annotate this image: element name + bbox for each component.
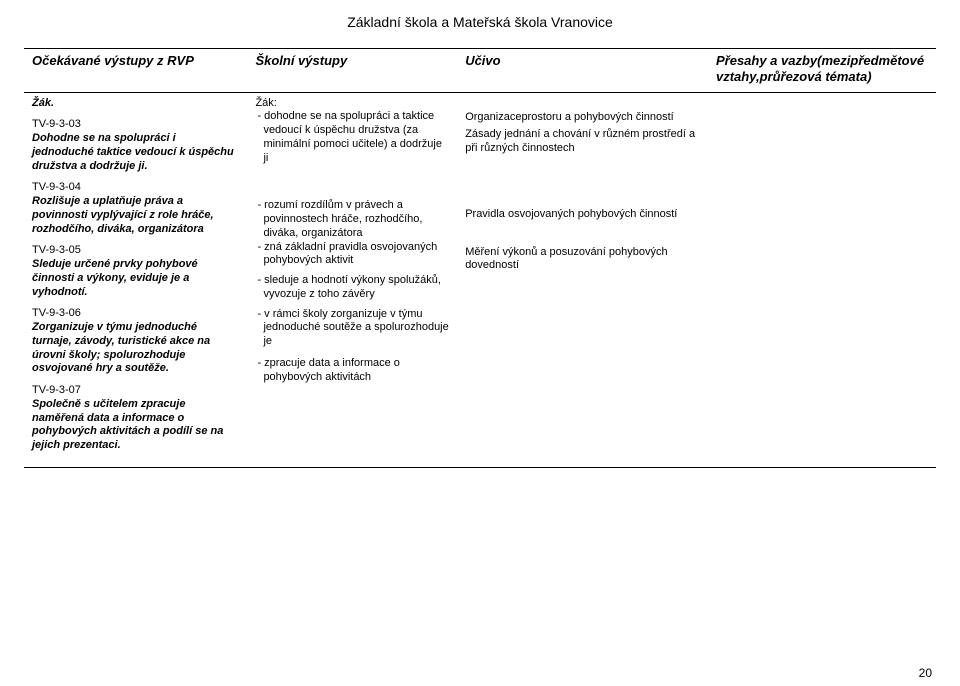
cell-ucivo: Organizaceprostoru a pohybových činností… bbox=[457, 92, 708, 467]
col3-t4: Měření výkonů a posuzování pohybových do… bbox=[465, 246, 700, 274]
col3-t2: Zásady jednání a chování v různém prostř… bbox=[465, 128, 700, 156]
col1-block-4: TV-9-3-06 Zorganizuje v týmu jednoduché … bbox=[32, 307, 239, 376]
outcomes-table: Očekávané výstupy z RVP Školní výstupy U… bbox=[24, 48, 936, 468]
cell-ocekavane: Žák. TV-9-3-03 Dohodne se na spolupráci … bbox=[24, 92, 247, 467]
col2-b1: - dohodne se na spolupráci a taktice ved… bbox=[255, 110, 449, 165]
col1-block-2: TV-9-3-04 Rozlišuje a uplatňuje práva a … bbox=[32, 181, 239, 236]
table-header-row: Očekávané výstupy z RVP Školní výstupy U… bbox=[24, 49, 936, 93]
col1-code-1: TV-9-3-03 bbox=[32, 118, 239, 132]
col1-block-5: TV-9-3-07 Společně s učitelem zpracuje n… bbox=[32, 384, 239, 453]
col1-code-2: TV-9-3-04 bbox=[32, 181, 239, 195]
col2-b3: - zná základní pravidla osvojovaných poh… bbox=[255, 241, 449, 269]
col1-text-5: Společně s učitelem zpracuje naměřená da… bbox=[32, 398, 239, 453]
spacer bbox=[255, 349, 449, 357]
col3-t3: Pravidla osvojovaných pohybových činnost… bbox=[465, 208, 700, 222]
col2-b4: - sleduje a hodnotí výkony spolužáků, vy… bbox=[255, 274, 449, 302]
spacer bbox=[255, 165, 449, 199]
col1-code-5: TV-9-3-07 bbox=[32, 384, 239, 398]
spacer bbox=[465, 222, 700, 246]
cell-skolni: Žák: - dohodne se na spolupráci a taktic… bbox=[247, 92, 457, 467]
page: Základní škola a Mateřská škola Vranovic… bbox=[0, 0, 960, 686]
col1-zak-label: Žák. bbox=[32, 97, 239, 111]
col2-b6: - zpracuje data a informace o pohybových… bbox=[255, 357, 449, 385]
col2-b2: - rozumí rozdílům v právech a povinnoste… bbox=[255, 199, 449, 240]
col1-code-4: TV-9-3-06 bbox=[32, 307, 239, 321]
spacer bbox=[465, 97, 700, 111]
document-title: Základní škola a Mateřská škola Vranovic… bbox=[24, 14, 936, 30]
cell-presahy bbox=[708, 92, 936, 467]
header-col2: Školní výstupy bbox=[247, 49, 457, 93]
header-col4-line2: vztahy,průřezová témata) bbox=[716, 69, 872, 84]
col1-text-4: Zorganizuje v týmu jednoduché turnaje, z… bbox=[32, 321, 239, 376]
spacer bbox=[465, 156, 700, 208]
col1-block-1: TV-9-3-03 Dohodne se na spolupráci i jed… bbox=[32, 118, 239, 173]
col1-code-3: TV-9-3-05 bbox=[32, 244, 239, 258]
col3-t1: Organizaceprostoru a pohybových činností bbox=[465, 111, 700, 125]
header-col3: Učivo bbox=[457, 49, 708, 93]
header-col4: Přesahy a vazby(mezipředmětové vztahy,pr… bbox=[708, 49, 936, 93]
page-number: 20 bbox=[919, 666, 932, 680]
col1-text-3: Sleduje určené prvky pohybové činnosti a… bbox=[32, 258, 239, 299]
col2-zak: Žák: bbox=[255, 97, 449, 111]
col2-b5: - v rámci školy zorganizuje v týmu jedno… bbox=[255, 308, 449, 349]
col1-zak: Žák. bbox=[32, 97, 54, 109]
col1-text-2: Rozlišuje a uplatňuje práva a povinnosti… bbox=[32, 195, 239, 236]
header-col1: Očekávané výstupy z RVP bbox=[24, 49, 247, 93]
table-body-row: Žák. TV-9-3-03 Dohodne se na spolupráci … bbox=[24, 92, 936, 467]
header-col4-line1: Přesahy a vazby(mezipředmětové bbox=[716, 53, 924, 68]
col1-text-1: Dohodne se na spolupráci i jednoduché ta… bbox=[32, 132, 239, 173]
col1-block-3: TV-9-3-05 Sleduje určené prvky pohybové … bbox=[32, 244, 239, 299]
